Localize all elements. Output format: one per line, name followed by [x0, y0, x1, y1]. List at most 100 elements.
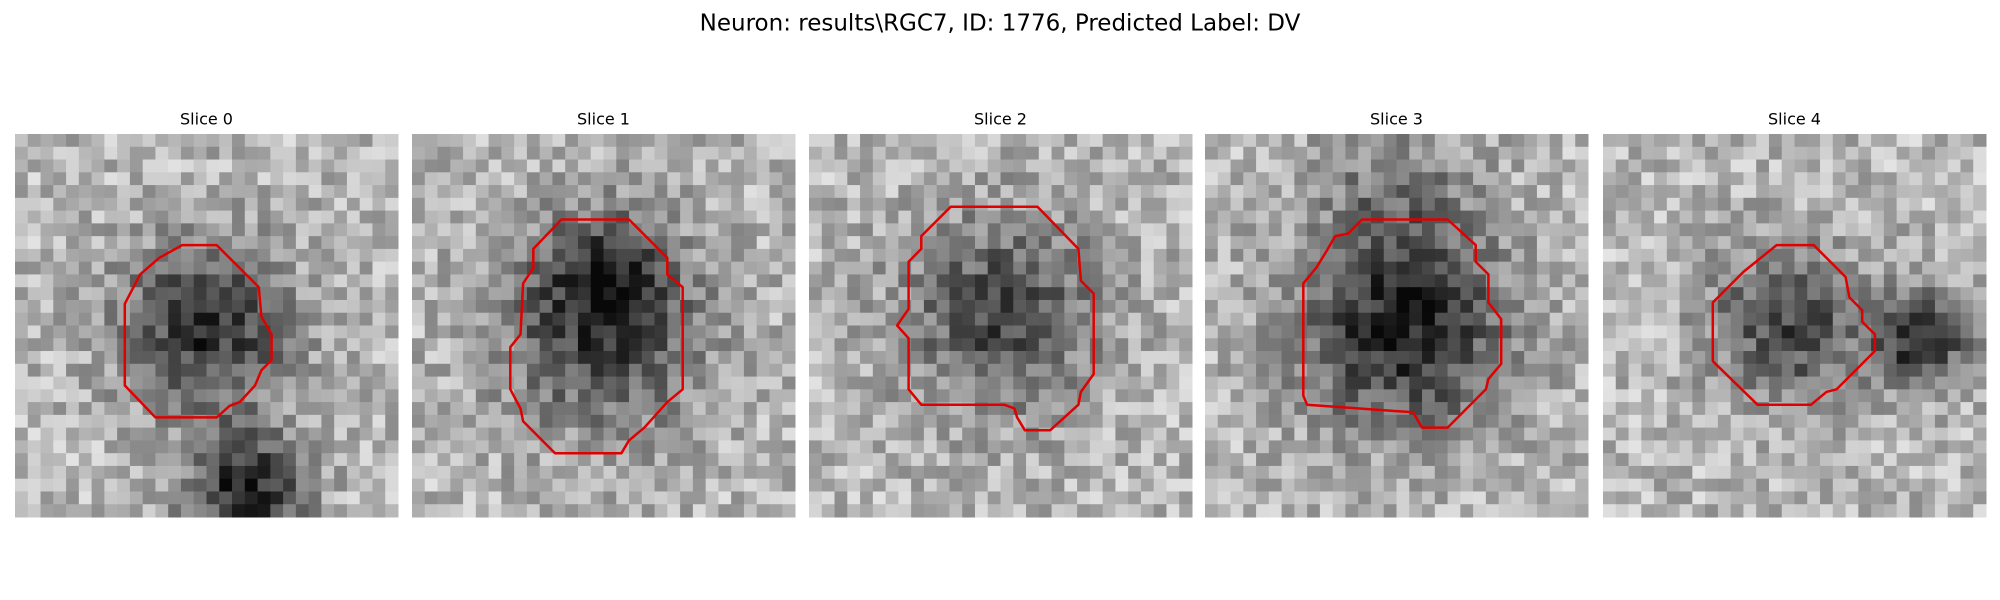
pixel [769, 376, 783, 390]
pixel [1717, 453, 1732, 467]
pixel [1717, 402, 1732, 416]
pixel [40, 172, 54, 186]
pixel [1832, 465, 1847, 480]
pixel [412, 453, 426, 467]
pixel [1845, 185, 1859, 199]
pixel [1077, 402, 1091, 416]
pixel [1641, 402, 1655, 416]
pixel [1370, 134, 1385, 148]
pixel [91, 261, 105, 275]
pixel [680, 427, 694, 441]
pixel [1934, 299, 1949, 314]
pixel [1230, 134, 1244, 148]
pixel [1858, 248, 1872, 263]
pixel [885, 491, 899, 505]
pixel [514, 478, 528, 492]
pixel [91, 312, 105, 326]
pixel [1345, 287, 1359, 301]
pixel [1536, 325, 1551, 339]
pixel [1485, 236, 1500, 250]
pixel [1679, 465, 1693, 480]
pixel [270, 134, 284, 148]
pixel [1858, 287, 1872, 301]
pixel [27, 248, 42, 263]
pixel [180, 351, 195, 365]
pixel [1115, 287, 1129, 301]
pixel [437, 134, 451, 148]
pixel [1409, 197, 1423, 212]
pixel [898, 248, 912, 263]
pixel [1845, 465, 1859, 480]
pixel [78, 491, 93, 505]
pixel [1845, 236, 1859, 250]
pixel [847, 465, 861, 480]
pixel [590, 440, 604, 454]
pixel [1230, 338, 1244, 352]
pixel [705, 197, 719, 212]
pixel [1692, 351, 1706, 365]
pixel [1679, 389, 1693, 403]
pixel [206, 185, 220, 199]
pixel [1153, 363, 1167, 378]
pixel [590, 248, 604, 263]
pixel [91, 223, 105, 237]
pixel [1960, 248, 1974, 263]
pixel [1654, 299, 1668, 314]
pixel [1243, 402, 1257, 416]
pixel [1820, 261, 1834, 275]
pixel [270, 440, 284, 454]
pixel [488, 287, 502, 301]
pixel [1026, 134, 1040, 148]
pixel [15, 389, 29, 403]
pixel [1140, 236, 1155, 250]
pixel [577, 427, 592, 441]
pixel [974, 312, 989, 326]
pixel [987, 363, 1001, 378]
pixel [1358, 478, 1372, 492]
pixel [974, 287, 989, 301]
pixel [1102, 389, 1116, 403]
pixel [1064, 312, 1078, 326]
pixel [385, 325, 399, 339]
pixel [1256, 210, 1270, 224]
pixel [1281, 185, 1295, 199]
pixel [629, 261, 643, 275]
pixel [412, 491, 426, 505]
pixel [1883, 159, 1898, 173]
pixel [1077, 453, 1091, 467]
pixel [821, 146, 836, 161]
pixel [424, 478, 439, 492]
pixel [1820, 351, 1834, 365]
pixel [270, 414, 284, 429]
pixel [27, 478, 42, 492]
pixel [1294, 363, 1308, 378]
pixel [437, 440, 451, 454]
pixel [1654, 197, 1668, 212]
pixel [1794, 146, 1808, 161]
pixel [1422, 363, 1436, 378]
pixel [321, 299, 335, 314]
pixel [1794, 389, 1808, 403]
pixel [1422, 478, 1436, 492]
pixel [117, 453, 131, 467]
pixel [974, 159, 989, 173]
pixel [1102, 478, 1116, 492]
pixel [1858, 134, 1872, 148]
pixel [359, 299, 373, 314]
pixel [1524, 351, 1538, 365]
pixel [705, 287, 719, 301]
pixel [1615, 159, 1630, 173]
pixel [1051, 261, 1065, 275]
pixel [1781, 465, 1795, 480]
pixel [936, 312, 950, 326]
pixel [1370, 236, 1385, 250]
pixel [629, 491, 643, 505]
pixel [1205, 414, 1219, 429]
pixel [1396, 274, 1410, 288]
pixel [424, 312, 439, 326]
pixel [1934, 414, 1949, 429]
pixel [1038, 440, 1053, 454]
pixel [923, 274, 938, 288]
pixel [283, 376, 297, 390]
pixel [936, 478, 950, 492]
